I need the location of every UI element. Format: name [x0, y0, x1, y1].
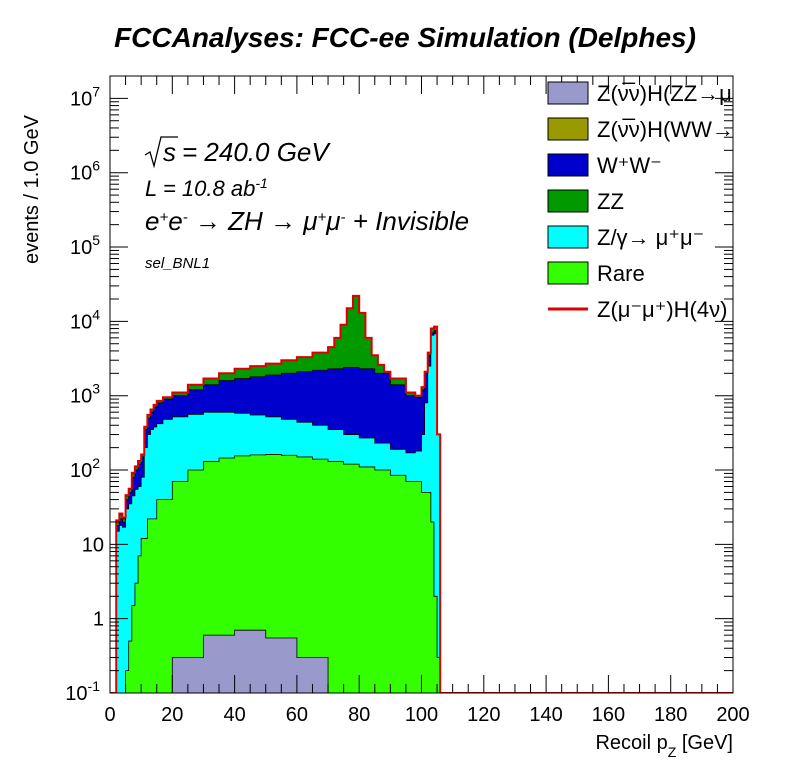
x-tick-label: 100 — [405, 704, 438, 726]
legend-label: W⁺W⁻ — [597, 153, 662, 178]
legend-swatch — [547, 261, 589, 285]
y-axis-label: events / 1.0 GeV — [21, 114, 43, 264]
sqrt-s-value: = 240.0 GeV — [182, 137, 331, 167]
x-axis: 0 20 40 60 80 100 120 140 160 180 200 — [104, 76, 750, 726]
x-tick-label: 20 — [161, 704, 183, 726]
signal-line-layer — [110, 294, 733, 693]
legend-label: Z(μ⁻μ⁺)H(4ν) — [597, 297, 727, 322]
histogram-stack — [110, 295, 441, 693]
legend-label: ZZ — [597, 189, 624, 214]
x-tick-label: 60 — [286, 704, 308, 726]
selection-annotation: sel_BNL1 — [145, 255, 210, 272]
legend: Z(ν̅ν)H(ZZ→μ⁺μ⁻ν⁺ν⁻) Z(ν̅ν)H(WW→μ⁺νμ⁻ν) W⁺… — [547, 81, 796, 322]
chart-title: FCCAnalyses: FCC-ee Simulation (Delphes) — [114, 22, 696, 53]
x-tick-label: 40 — [223, 704, 245, 726]
y-tick-label: 10-1 — [65, 678, 100, 705]
legend-swatch — [547, 153, 589, 177]
legend-swatch — [547, 81, 589, 105]
y-tick-label: 106 — [70, 158, 100, 185]
x-tick-label: 80 — [348, 704, 370, 726]
x-tick-label: 140 — [529, 704, 562, 726]
sqrt-s-symbol: s — [163, 137, 176, 167]
x-axis-label: Recoil pZ [GeV] — [595, 732, 733, 760]
y-axis: 10-1 1 10 102 103 104 105 106 107 — [65, 75, 733, 705]
legend-label: Rare — [597, 261, 645, 286]
legend-swatch — [547, 189, 589, 213]
y-tick-label: 107 — [70, 83, 100, 110]
x-tick-label: 160 — [592, 704, 625, 726]
legend-label: Z(ν̅ν)H(WW→μ⁺νμ⁻ν) — [597, 117, 796, 142]
x-tick-label: 0 — [104, 704, 115, 726]
x-tick-label: 120 — [467, 704, 500, 726]
annotation-block: s = 240.0 GeV L = 10.8 ab-1 e+e- → ZH → … — [144, 136, 469, 272]
y-tick-label: 103 — [70, 381, 100, 408]
series-signal-line — [110, 294, 733, 693]
process-annotation: e+e- → ZH → μ+μ- + Invisible — [145, 206, 469, 236]
y-tick-label: 1 — [93, 609, 104, 631]
y-tick-label: 10 — [82, 534, 104, 556]
series-z-h-zz — [110, 629, 329, 693]
series-rare — [110, 454, 441, 693]
y-tick-label: 105 — [70, 232, 100, 259]
y-tick-label: 102 — [70, 455, 100, 482]
legend-label: Z/γ→ μ⁺μ⁻ — [597, 225, 704, 250]
y-tick-label: 104 — [70, 306, 100, 333]
legend-swatch — [547, 117, 589, 141]
sqrt-s-annotation: s = 240.0 GeV — [144, 136, 331, 169]
sqrt-icon — [144, 136, 178, 169]
x-tick-label: 200 — [716, 704, 749, 726]
x-tick-label: 180 — [654, 704, 687, 726]
legend-label: Z(ν̅ν)H(ZZ→μ⁺μ⁻ν⁺ν⁻) — [597, 81, 796, 106]
luminosity-annotation: L = 10.8 ab-1 — [145, 175, 268, 201]
legend-swatch — [547, 225, 589, 249]
